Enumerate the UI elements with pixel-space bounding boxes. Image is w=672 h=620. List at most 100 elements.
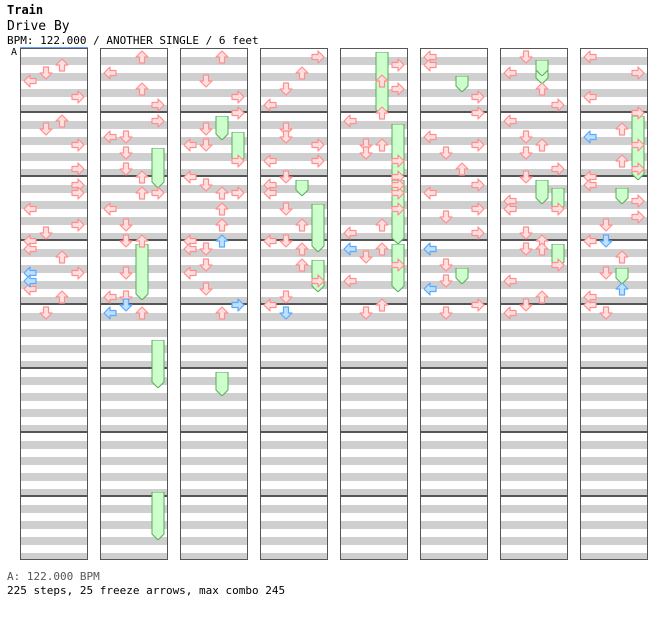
- down-arrow-icon: [519, 169, 533, 184]
- right-arrow-icon: [391, 177, 405, 192]
- left-arrow-icon: [263, 185, 277, 200]
- measure-panel: [580, 432, 648, 496]
- freeze-arrow: [311, 203, 325, 253]
- right-arrow-icon: [231, 153, 245, 168]
- up-arrow-icon: [135, 233, 149, 248]
- up-arrow-icon: [615, 153, 629, 168]
- left-arrow-icon: [583, 49, 597, 64]
- freeze-arrow: [215, 115, 229, 141]
- freeze-arrow: [135, 243, 149, 301]
- down-arrow-icon: [439, 305, 453, 320]
- down-arrow-icon: [199, 73, 213, 88]
- up-arrow-icon: [215, 49, 229, 64]
- right-arrow-icon: [471, 105, 485, 120]
- down-arrow-icon: [199, 177, 213, 192]
- measure-panel: [100, 240, 168, 304]
- right-arrow-icon: [471, 297, 485, 312]
- measure-panel: [260, 432, 328, 496]
- down-arrow-icon: [199, 281, 213, 296]
- down-arrow-icon: [519, 225, 533, 240]
- freeze-arrow: [615, 267, 629, 285]
- down-arrow-icon: [39, 305, 53, 320]
- right-arrow-icon: [631, 65, 645, 80]
- measure-panel: [500, 48, 568, 112]
- freeze-arrow: [535, 179, 549, 205]
- up-arrow-icon: [535, 289, 549, 304]
- down-arrow-icon: [439, 273, 453, 288]
- right-arrow-icon: [471, 137, 485, 152]
- up-arrow-icon: [295, 217, 309, 232]
- up-arrow-icon: [295, 257, 309, 272]
- up-arrow-icon: [135, 305, 149, 320]
- right-arrow-icon: [471, 201, 485, 216]
- right-arrow-icon: [311, 153, 325, 168]
- measure-panel: [500, 496, 568, 560]
- left-arrow-icon: [183, 169, 197, 184]
- measure-panel: [420, 368, 488, 432]
- down-arrow-icon: [519, 297, 533, 312]
- freeze-arrow: [535, 59, 549, 77]
- right-arrow-icon: [311, 49, 325, 64]
- up-arrow-icon: [375, 217, 389, 232]
- down-arrow-icon: [279, 169, 293, 184]
- measure-panel: [580, 496, 648, 560]
- footer-stats: 225 steps, 25 freeze arrows, max combo 2…: [7, 584, 286, 597]
- up-arrow-icon: [135, 185, 149, 200]
- right-arrow-icon: [551, 97, 565, 112]
- measure-panel: [20, 496, 88, 560]
- left-arrow-icon: [503, 201, 517, 216]
- freeze-arrow: [615, 187, 629, 205]
- freeze-arrow: [151, 491, 165, 541]
- right-arrow-icon: [391, 153, 405, 168]
- left-arrow-icon: [583, 233, 597, 248]
- right-arrow-icon: [231, 185, 245, 200]
- freeze-arrow: [295, 179, 309, 197]
- measure-panel: [260, 304, 328, 368]
- left-arrow-icon: [423, 57, 437, 72]
- right-arrow-icon: [311, 273, 325, 288]
- left-arrow-icon: [23, 201, 37, 216]
- down-arrow-icon: [119, 129, 133, 144]
- measure-panel: [420, 304, 488, 368]
- down-arrow-icon: [359, 249, 373, 264]
- up-arrow-icon: [375, 297, 389, 312]
- measure-panel: [180, 432, 248, 496]
- measure-panel: [100, 432, 168, 496]
- up-arrow-icon: [615, 249, 629, 264]
- left-arrow-icon: [503, 273, 517, 288]
- right-arrow-icon: [551, 201, 565, 216]
- measure-panel: [20, 432, 88, 496]
- up-arrow-icon: [215, 201, 229, 216]
- up-arrow-icon: [215, 233, 229, 248]
- freeze-arrow: [455, 267, 469, 285]
- measure-panel: [420, 432, 488, 496]
- right-arrow-icon: [551, 257, 565, 272]
- up-arrow-icon: [55, 57, 69, 72]
- right-arrow-icon: [391, 257, 405, 272]
- measure-panel: [180, 176, 248, 240]
- down-arrow-icon: [359, 305, 373, 320]
- up-arrow-icon: [55, 249, 69, 264]
- right-arrow-icon: [631, 161, 645, 176]
- up-arrow-icon: [135, 49, 149, 64]
- up-arrow-icon: [615, 121, 629, 136]
- down-arrow-icon: [519, 49, 533, 64]
- down-arrow-icon: [39, 225, 53, 240]
- left-arrow-icon: [263, 153, 277, 168]
- left-arrow-icon: [583, 89, 597, 104]
- down-arrow-icon: [279, 305, 293, 320]
- freeze-arrow: [215, 371, 229, 397]
- measure-panel: [180, 48, 248, 112]
- measure-panel: [420, 496, 488, 560]
- up-arrow-icon: [615, 281, 629, 296]
- down-arrow-icon: [279, 81, 293, 96]
- bpm-marker-line: [20, 47, 88, 48]
- measure-panel: [580, 240, 648, 304]
- down-arrow-icon: [519, 129, 533, 144]
- down-arrow-icon: [199, 137, 213, 152]
- up-arrow-icon: [135, 169, 149, 184]
- right-arrow-icon: [631, 137, 645, 152]
- left-arrow-icon: [503, 305, 517, 320]
- right-arrow-icon: [391, 201, 405, 216]
- measure-panel: [260, 496, 328, 560]
